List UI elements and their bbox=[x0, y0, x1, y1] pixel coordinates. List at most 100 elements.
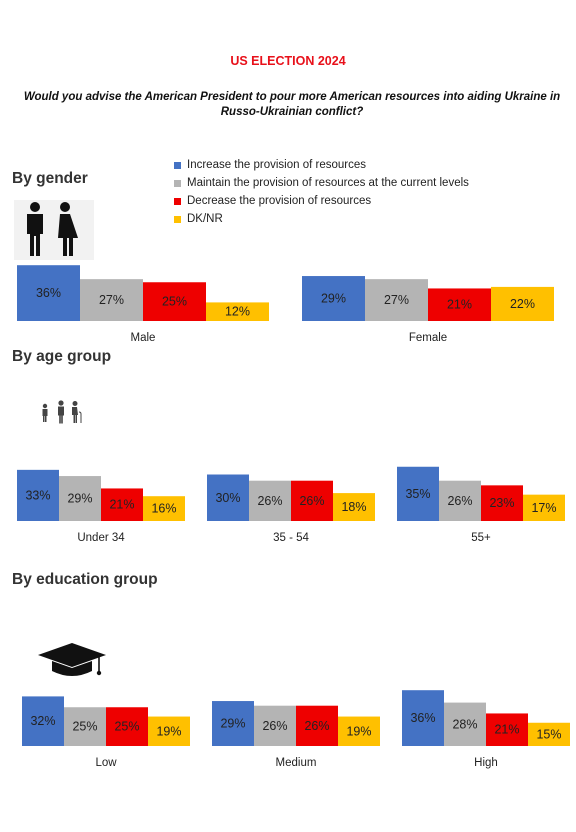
legend-swatch-dknr bbox=[174, 215, 181, 223]
legend-item-decrease: Decrease the provision of resources bbox=[174, 192, 469, 210]
data-label-female-increase: 29% bbox=[321, 292, 346, 306]
bar-group-55: 35% 26% 23% 17% 55+ bbox=[397, 466, 565, 544]
man-woman-icon bbox=[14, 200, 94, 260]
data-label-under-34-dknr: 16% bbox=[151, 502, 176, 516]
legend-label-decrease: Decrease the provision of resources bbox=[187, 195, 372, 207]
bar-under-34-dknr bbox=[143, 496, 185, 521]
survey-question: Would you advise the American President … bbox=[23, 91, 561, 118]
legend-label-maintain: Maintain the provision of resources at t… bbox=[187, 177, 469, 189]
bar-low-dknr bbox=[148, 716, 190, 746]
data-label-male-increase: 36% bbox=[36, 286, 61, 300]
data-label-35-54-increase: 30% bbox=[215, 491, 240, 505]
data-label-55-increase: 35% bbox=[405, 487, 430, 501]
family-age-icon bbox=[42, 400, 82, 424]
legend-swatch-maintain bbox=[174, 179, 181, 187]
bar-medium-maintain bbox=[254, 705, 296, 746]
category-label-under-34: Under 34 bbox=[77, 532, 125, 544]
data-label-low-maintain: 25% bbox=[72, 720, 97, 734]
legend-item-maintain: Maintain the provision of resources at t… bbox=[174, 174, 469, 192]
data-label-low-decrease: 25% bbox=[114, 720, 139, 734]
category-label-55: 55+ bbox=[471, 532, 491, 544]
category-label-low: Low bbox=[95, 757, 117, 769]
data-label-55-decrease: 23% bbox=[489, 496, 514, 510]
data-label-high-decrease: 21% bbox=[494, 723, 519, 737]
bar-group-low: 32% 25% 25% 19% Low bbox=[22, 696, 190, 769]
bar-55-maintain bbox=[439, 480, 481, 521]
data-label-35-54-decrease: 26% bbox=[299, 494, 324, 508]
data-label-male-decrease: 25% bbox=[162, 295, 187, 309]
data-label-high-maintain: 28% bbox=[452, 717, 477, 731]
bar-low-increase bbox=[22, 696, 64, 746]
bar-35-54-decrease bbox=[291, 480, 333, 521]
bar-female-decrease bbox=[428, 288, 491, 321]
data-label-medium-increase: 29% bbox=[220, 717, 245, 731]
bar-group-35-54: 30% 26% 26% 18% 35 - 54 bbox=[207, 474, 375, 544]
legend-item-dknr: DK/NR bbox=[174, 210, 469, 228]
bar-55-dknr bbox=[523, 494, 565, 521]
bar-male-dknr bbox=[206, 302, 269, 321]
bar-under-34-maintain bbox=[59, 476, 101, 521]
section-title-age: By age group bbox=[12, 348, 112, 365]
legend-label-increase: Increase the provision of resources bbox=[187, 159, 366, 171]
bar-medium-decrease bbox=[296, 705, 338, 746]
bar-group-high: 36% 28% 21% 15% High bbox=[402, 690, 570, 769]
category-label-female: Female bbox=[409, 332, 447, 344]
data-label-male-dknr: 12% bbox=[225, 305, 250, 319]
bar-male-increase bbox=[17, 265, 80, 321]
bar-female-maintain bbox=[365, 279, 428, 321]
legend: Increase the provision of resources Main… bbox=[174, 156, 469, 228]
data-label-medium-decrease: 26% bbox=[304, 719, 329, 733]
data-label-35-54-maintain: 26% bbox=[257, 494, 282, 508]
bar-35-54-increase bbox=[207, 474, 249, 521]
data-label-35-54-dknr: 18% bbox=[341, 500, 366, 514]
data-label-female-decrease: 21% bbox=[447, 298, 472, 312]
data-label-medium-maintain: 26% bbox=[262, 719, 287, 733]
bar-under-34-decrease bbox=[101, 488, 143, 521]
section-title-education: By education group bbox=[12, 571, 158, 588]
bar-male-maintain bbox=[80, 279, 143, 321]
bar-35-54-maintain bbox=[249, 480, 291, 521]
bar-high-maintain bbox=[444, 702, 486, 746]
data-label-low-increase: 32% bbox=[30, 714, 55, 728]
legend-swatch-decrease bbox=[174, 197, 181, 205]
data-label-high-dknr: 15% bbox=[536, 727, 561, 741]
data-label-55-dknr: 17% bbox=[531, 501, 556, 515]
category-label-high: High bbox=[474, 757, 498, 769]
bar-55-increase bbox=[397, 466, 439, 521]
data-label-under-34-maintain: 29% bbox=[67, 492, 92, 506]
data-label-under-34-increase: 33% bbox=[25, 488, 50, 502]
category-label-35-54: 35 - 54 bbox=[273, 532, 309, 544]
bar-under-34-increase bbox=[17, 469, 59, 521]
bar-group-male: 36% 27% 25% 12% Male bbox=[17, 265, 269, 344]
page-title: US ELECTION 2024 bbox=[230, 54, 346, 68]
data-label-high-increase: 36% bbox=[410, 711, 435, 725]
bar-medium-dknr bbox=[338, 716, 380, 746]
graduation-cap-icon bbox=[38, 643, 106, 676]
data-label-under-34-decrease: 21% bbox=[109, 498, 134, 512]
bar-medium-increase bbox=[212, 701, 254, 746]
data-label-medium-dknr: 19% bbox=[346, 724, 371, 738]
legend-item-increase: Increase the provision of resources bbox=[174, 156, 469, 174]
bar-high-decrease bbox=[486, 713, 528, 746]
bar-group-medium: 29% 26% 26% 19% Medium bbox=[212, 701, 380, 769]
bar-55-decrease bbox=[481, 485, 523, 521]
legend-label-dknr: DK/NR bbox=[187, 213, 223, 225]
bar-group-female: 29% 27% 21% 22% Female bbox=[302, 276, 554, 344]
data-label-female-dknr: 22% bbox=[510, 297, 535, 311]
section-title-gender: By gender bbox=[12, 170, 88, 187]
bar-female-increase bbox=[302, 276, 365, 321]
data-label-male-maintain: 27% bbox=[99, 293, 124, 307]
bar-group-under-34: 33% 29% 21% 16% Under 34 bbox=[17, 469, 185, 544]
bar-high-increase bbox=[402, 690, 444, 746]
bar-low-decrease bbox=[106, 707, 148, 746]
bar-35-54-dknr bbox=[333, 493, 375, 521]
bar-male-decrease bbox=[143, 282, 206, 321]
data-label-female-maintain: 27% bbox=[384, 293, 409, 307]
category-label-male: Male bbox=[131, 332, 156, 344]
data-label-low-dknr: 19% bbox=[156, 724, 181, 738]
category-label-medium: Medium bbox=[276, 757, 317, 769]
data-label-55-maintain: 26% bbox=[447, 494, 472, 508]
bar-high-dknr bbox=[528, 722, 570, 746]
bar-low-maintain bbox=[64, 707, 106, 746]
